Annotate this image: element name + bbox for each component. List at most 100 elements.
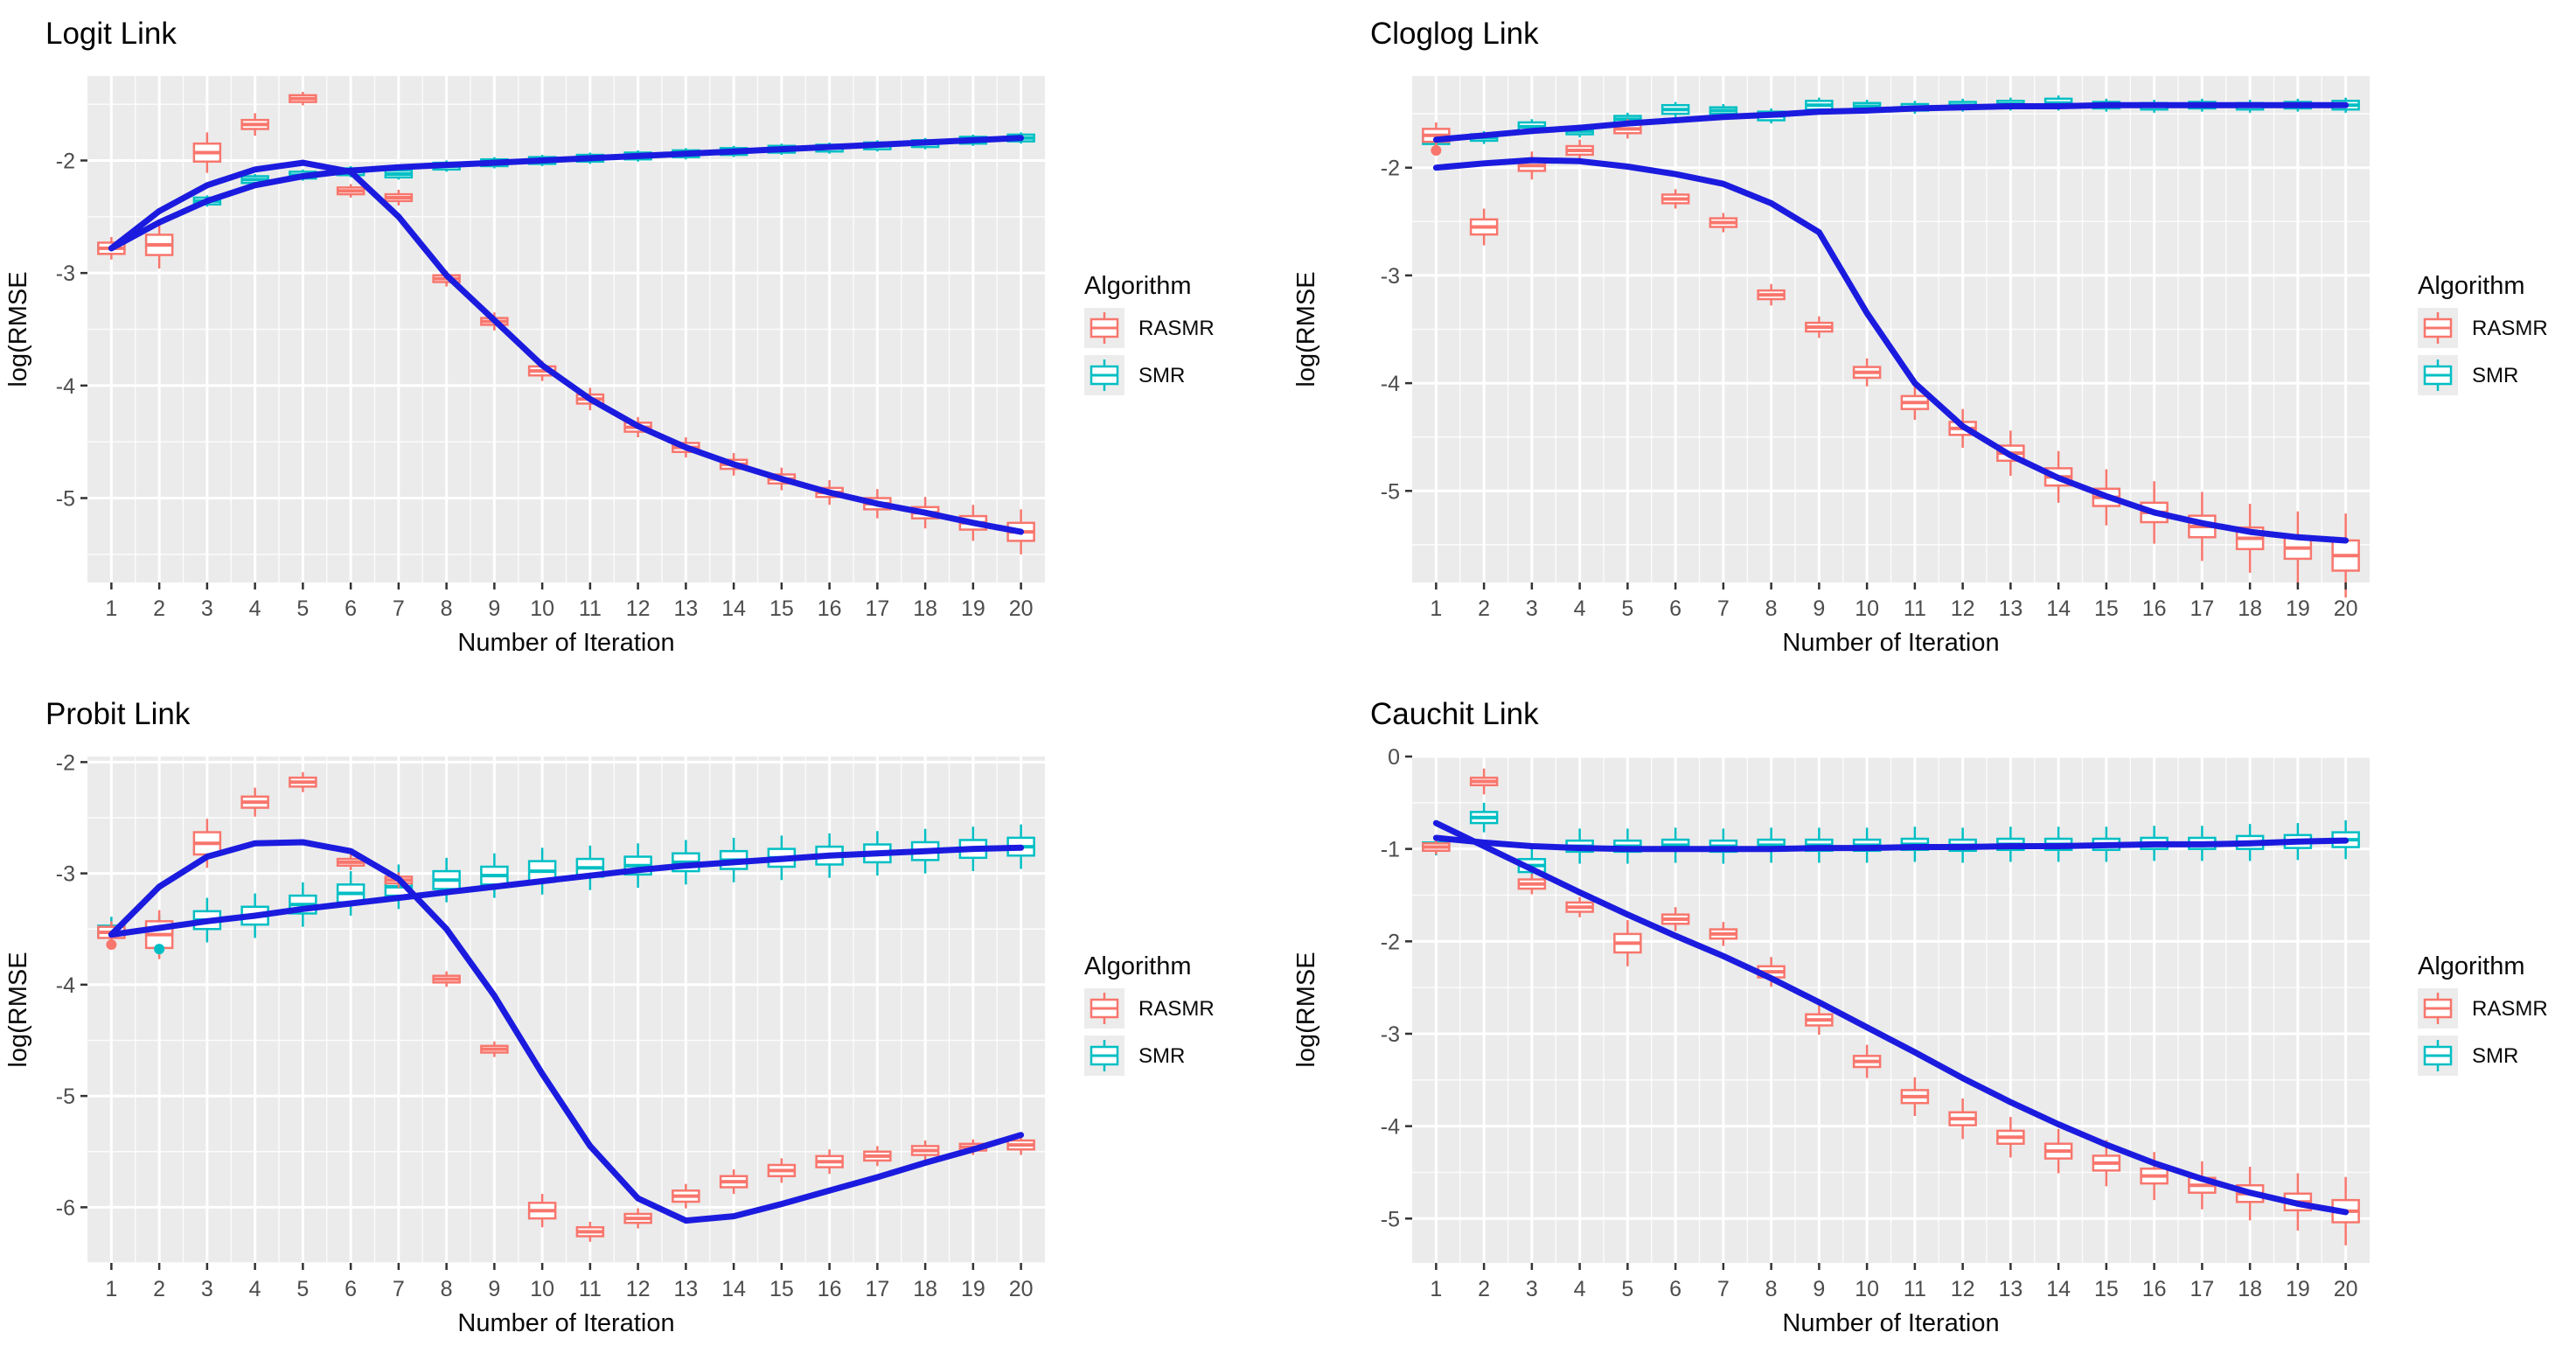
x-tick-label: 15 — [769, 596, 794, 621]
x-tick-label: 20 — [1009, 596, 1034, 621]
x-tick-label: 13 — [1998, 1277, 2023, 1301]
x-tick-label: 11 — [1904, 596, 1926, 621]
legend-label-smr: SMR — [2472, 1044, 2518, 1068]
y-tick-label: -3 — [56, 862, 75, 887]
x-tick-label: 10 — [1855, 596, 1879, 621]
x-tick-label: 13 — [673, 596, 698, 621]
panel-logit: -2 -3 -4 -5 1 2 3 4 5 6 7 8 9 10 11 12 13 14 15 16 17 18 19 20 N… — [0, 0, 1288, 680]
x-tick-label: 4 — [249, 1277, 261, 1301]
x-tick-label: 8 — [1765, 1277, 1778, 1301]
x-tick-label: 5 — [296, 1277, 309, 1301]
y-tick-label: -4 — [56, 973, 75, 998]
y-tick-label: -4 — [1381, 372, 1400, 396]
x-tick-label: 18 — [2238, 596, 2262, 621]
legend: Algorithm RASMR SMR — [1084, 272, 1215, 395]
x-tick-label: 9 — [488, 596, 500, 621]
panel-title: Cloglog Link — [1370, 17, 1539, 51]
legend-title: Algorithm — [2418, 952, 2525, 980]
x-tick-label: 20 — [2334, 1277, 2358, 1301]
x-tick-label: 4 — [1574, 1277, 1586, 1301]
x-tick-label: 16 — [818, 596, 842, 621]
y-tick-label: -3 — [1381, 264, 1400, 289]
panel-cloglog: -2 -3 -4 -5 1 2 3 4 5 6 7 8 9 10 11 12 13 14 15 16 17 18 19 20 N… — [1288, 0, 2576, 680]
x-tick-label: 16 — [818, 1277, 842, 1301]
axes: -2-3-4-5-61 2 3 4 5 6 7 8 9 10 11 12 13 14 15 16 17 18 19 2… — [56, 750, 1034, 1301]
x-tick-label: 3 — [1526, 1277, 1538, 1301]
x-tick-label: 17 — [2190, 1277, 2214, 1301]
legend-label-rasmr: RASMR — [1138, 997, 1215, 1021]
legend-label-rasmr: RASMR — [1138, 317, 1215, 340]
smooth-line-rasmr — [108, 159, 1025, 535]
x-tick-label: 11 — [1904, 1277, 1926, 1301]
x-tick-label: 12 — [626, 1277, 651, 1301]
x-tick-label: 17 — [2190, 596, 2214, 621]
smooth-line-smr — [108, 135, 1025, 252]
x-tick-label: 7 — [1717, 1277, 1730, 1301]
legend-label-rasmr: RASMR — [2472, 997, 2548, 1021]
legend-label-smr: SMR — [2472, 364, 2518, 387]
smooth-line-rasmr — [108, 839, 1025, 1224]
x-tick-label: 18 — [913, 1277, 937, 1301]
x-tick-label: 6 — [1669, 1277, 1681, 1301]
legend-label-smr: SMR — [1138, 364, 1185, 387]
x-tick-label: 17 — [865, 596, 889, 621]
smooth-line-smr — [108, 844, 1025, 938]
x-tick-label: 8 — [441, 1277, 453, 1301]
x-tick-label: 17 — [865, 1277, 889, 1301]
x-tick-label: 14 — [2046, 1277, 2071, 1301]
y-tick-label: -4 — [1381, 1115, 1400, 1140]
y-tick-label: -2 — [56, 150, 75, 174]
x-tick-label: 14 — [2046, 596, 2071, 621]
panel-title: Cauchit Link — [1370, 697, 1539, 731]
y-axis-title: log(RMSE — [4, 271, 32, 387]
x-tick-label: 8 — [1765, 596, 1778, 621]
x-tick-label: 7 — [393, 1277, 405, 1301]
x-tick-label: 13 — [673, 1277, 698, 1301]
x-axis-title: Number of Iteration — [1782, 629, 1999, 657]
legend-label-rasmr: RASMR — [2472, 317, 2548, 340]
y-tick-label: -2 — [56, 750, 75, 775]
x-tick-label: 18 — [2238, 1277, 2262, 1301]
x-tick-label: 4 — [249, 596, 261, 621]
y-tick-label: -1 — [1381, 838, 1400, 862]
smooth-line-smr — [1432, 834, 2350, 853]
x-tick-label: 19 — [2286, 596, 2310, 621]
x-tick-label: 10 — [530, 596, 554, 621]
outlier-point — [1431, 145, 1442, 157]
y-axis-title: log(RMSE — [1292, 271, 1320, 387]
x-tick-label: 6 — [1669, 596, 1681, 621]
x-tick-label: 18 — [913, 596, 937, 621]
y-tick-label: -4 — [56, 374, 75, 399]
legend-title: Algorithm — [1084, 952, 1192, 980]
panel-title: Logit Link — [45, 17, 177, 51]
x-tick-label: 1 — [105, 596, 117, 621]
smooth-line-rasmr — [1432, 157, 2350, 544]
x-tick-label: 14 — [721, 1277, 746, 1301]
y-tick-label: -5 — [1381, 479, 1400, 504]
legend-title: Algorithm — [1084, 272, 1192, 300]
boxplots-rasmr — [97, 771, 1035, 1242]
y-tick-label: -5 — [1381, 1207, 1400, 1231]
x-tick-label: 12 — [1951, 1277, 1975, 1301]
chart-cloglog: -2-3-4-51 2 3 4 5 6 7 8 9 10 11 12 13 14 15 16 17 18 19 20N… — [1292, 17, 2548, 657]
x-tick-label: 5 — [1621, 1277, 1633, 1301]
x-tick-label: 13 — [1998, 596, 2023, 621]
x-tick-label: 9 — [488, 1277, 500, 1301]
axes: 0-1-2-3-4-51 2 3 4 5 6 7 8 9 10 11 12 13 14 15 16 17 18 19… — [1381, 745, 2358, 1301]
x-axis-title: Number of Iteration — [457, 629, 674, 657]
x-tick-label: 20 — [1009, 1277, 1034, 1301]
x-tick-label: 3 — [1526, 596, 1538, 621]
x-tick-label: 19 — [961, 596, 985, 621]
x-tick-label: 2 — [153, 1277, 165, 1301]
x-tick-label: 5 — [1621, 596, 1633, 621]
y-tick-label: -6 — [56, 1196, 75, 1220]
x-tick-label: 19 — [961, 1277, 985, 1301]
x-tick-label: 9 — [1813, 1277, 1825, 1301]
outlier-point — [106, 939, 117, 951]
x-tick-label: 9 — [1813, 596, 1825, 621]
panel-cauchit: 0 -1 -2 -3 -4 -5 1 2 3 4 5 6 7 8 9 10 11 12 13 14 15 16 17 18 19… — [1288, 680, 2576, 1360]
x-tick-label: 2 — [1478, 1277, 1490, 1301]
x-tick-label: 1 — [1430, 596, 1442, 621]
x-tick-label: 15 — [769, 1277, 794, 1301]
